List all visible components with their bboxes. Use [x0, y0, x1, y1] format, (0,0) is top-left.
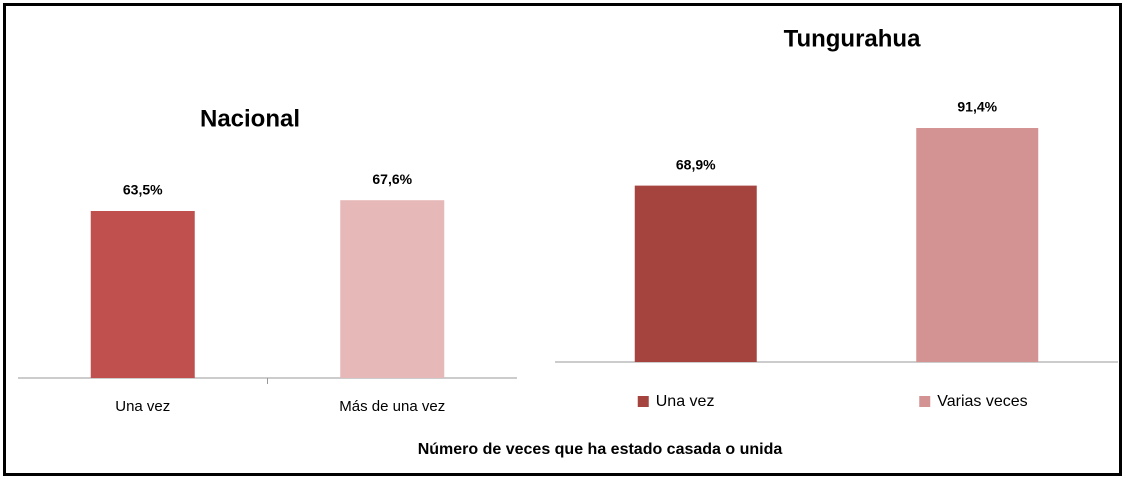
- legend-swatch: [919, 396, 931, 407]
- value-label: 68,9%: [676, 156, 716, 172]
- bar: [90, 210, 195, 378]
- bar: [916, 128, 1039, 362]
- value-label: 91,4%: [957, 99, 997, 115]
- legend-swatch: [637, 396, 649, 407]
- x-tick-label: Más de una vez: [339, 398, 445, 415]
- legend-label: Una vez: [656, 393, 715, 410]
- value-label: 67,6%: [372, 171, 412, 187]
- legend-label: Varias veces: [937, 393, 1027, 410]
- chart-title: Nacional: [200, 105, 300, 132]
- caption: Número de veces que ha estado casada o u…: [418, 441, 783, 458]
- bar: [340, 200, 445, 378]
- bar: [634, 185, 757, 362]
- x-tick-label: Una vez: [115, 398, 170, 415]
- chart-title: Tungurahua: [784, 25, 922, 52]
- value-label: 63,5%: [123, 182, 163, 198]
